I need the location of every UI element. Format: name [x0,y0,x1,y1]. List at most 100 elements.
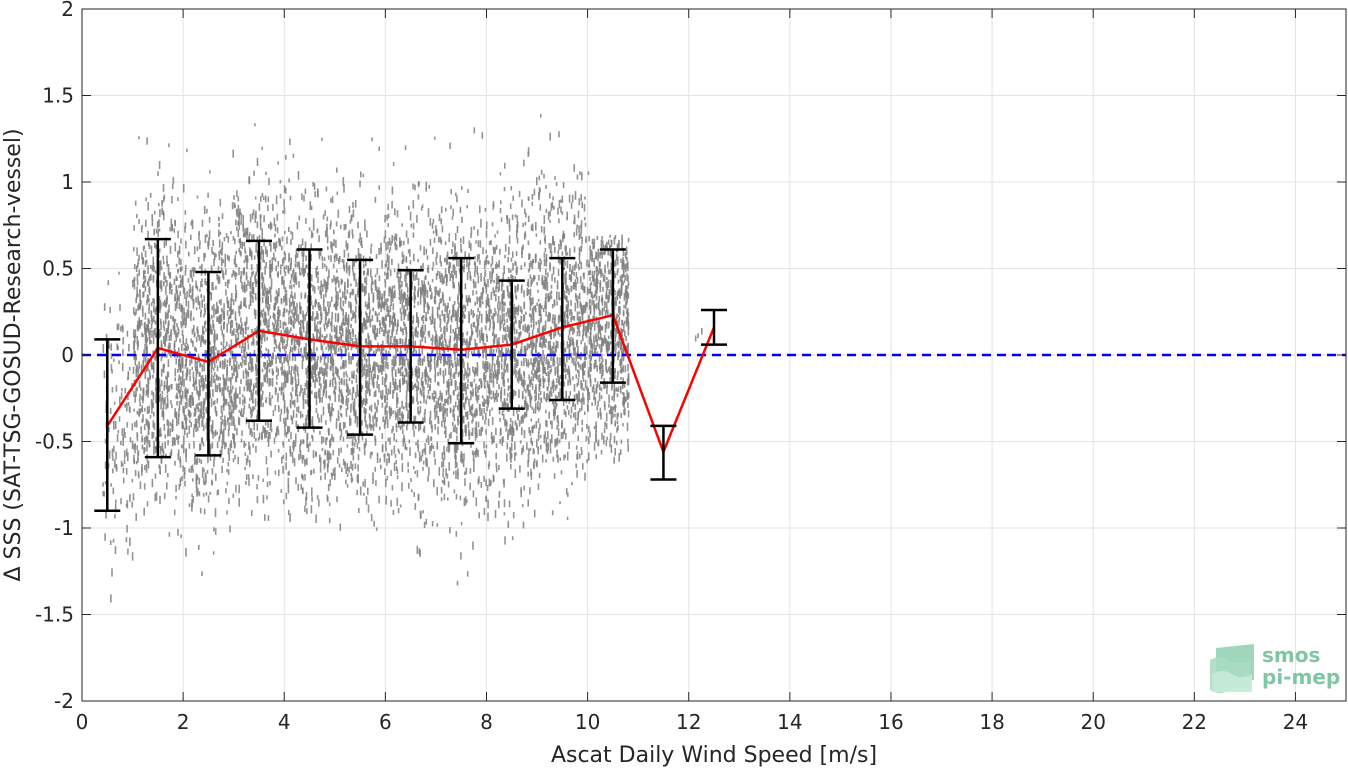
scatter-point [352,455,355,461]
scatter-point [291,366,293,371]
scatter-point [486,335,488,342]
scatter-point [275,265,277,272]
scatter-point [363,364,366,371]
scatter-point [410,223,413,228]
scatter-point [462,358,464,363]
scatter-point [151,330,153,338]
scatter-point [456,386,459,391]
scatter-point [177,378,180,382]
scatter-point [143,281,145,288]
scatter-point [452,329,455,334]
scatter-point [224,420,227,427]
scatter-point [224,442,226,450]
scatter-point [261,431,263,440]
scatter-point [333,390,335,395]
scatter-point [372,379,375,387]
scatter-point [463,269,465,273]
scatter-point [224,260,226,268]
scatter-point [240,331,242,335]
scatter-point [173,322,176,329]
scatter-point [385,478,387,488]
scatter-point [146,444,148,452]
scatter-point [244,466,246,471]
scatter-point [386,401,388,408]
scatter-point [387,437,390,442]
scatter-point [198,416,200,421]
scatter-point [139,299,142,306]
scatter-point [439,339,441,347]
scatter-point [228,452,230,461]
scatter-point [344,281,346,290]
scatter-point [315,399,318,406]
scatter-point [470,233,472,239]
scatter-point [233,436,235,445]
scatter-point [323,385,325,393]
scatter-point [201,364,204,372]
scatter-point [191,499,193,508]
scatter-point [423,280,425,288]
scatter-point [280,489,283,493]
scatter-point [192,341,194,347]
scatter-point [332,263,335,268]
scatter-point [376,314,379,323]
scatter-point [146,363,149,371]
scatter-point [148,405,151,413]
scatter-point [237,220,239,226]
scatter-point [434,363,436,370]
scatter-point [175,495,177,500]
scatter-point [228,279,230,284]
scatter-point [207,456,209,464]
scatter-point [278,288,280,297]
scatter-point [398,421,400,428]
scatter-point [360,384,363,392]
scatter-point [245,351,248,358]
scatter-point [449,336,452,341]
scatter-point [246,386,248,392]
scatter-point [227,462,230,467]
scatter-point [135,266,138,273]
scatter-point [162,398,164,405]
scatter-point [311,419,313,426]
scatter-point [281,275,284,285]
scatter-point [260,394,263,401]
scatter-point [315,316,317,320]
scatter-point [311,390,313,395]
scatter-point [177,449,180,456]
scatter-point [122,348,124,356]
scatter-point [212,551,215,555]
scatter-point [427,330,430,336]
scatter-point [113,401,116,405]
scatter-point [431,349,434,353]
scatter-point [239,386,241,395]
scatter-point [273,437,276,444]
scatter-point [166,380,168,390]
scatter-point [255,438,257,442]
scatter-point [277,449,280,453]
scatter-point [397,507,400,514]
scatter-point [348,264,351,273]
scatter-point [199,443,202,450]
scatter-point [283,329,286,335]
scatter-point [213,258,215,267]
scatter-point [188,425,191,434]
scatter-point [467,297,469,303]
scatter-point [344,462,346,466]
scatter-point [434,318,436,325]
scatter-point [331,311,333,319]
scatter-point [123,450,126,459]
scatter-point [190,221,193,226]
scatter-point [310,505,313,514]
scatter-point [200,281,202,288]
scatter-point [150,265,152,269]
scatter-point [316,311,318,320]
scatter-point [473,451,476,455]
scatter-point [151,315,153,322]
scatter-point [146,501,149,507]
scatter-point [188,468,191,473]
scatter-point [426,290,429,299]
scatter-point [205,406,207,412]
scatter-point [285,265,287,270]
scatter-point [316,228,319,232]
scatter-point [318,249,320,256]
scatter-point [307,389,309,397]
